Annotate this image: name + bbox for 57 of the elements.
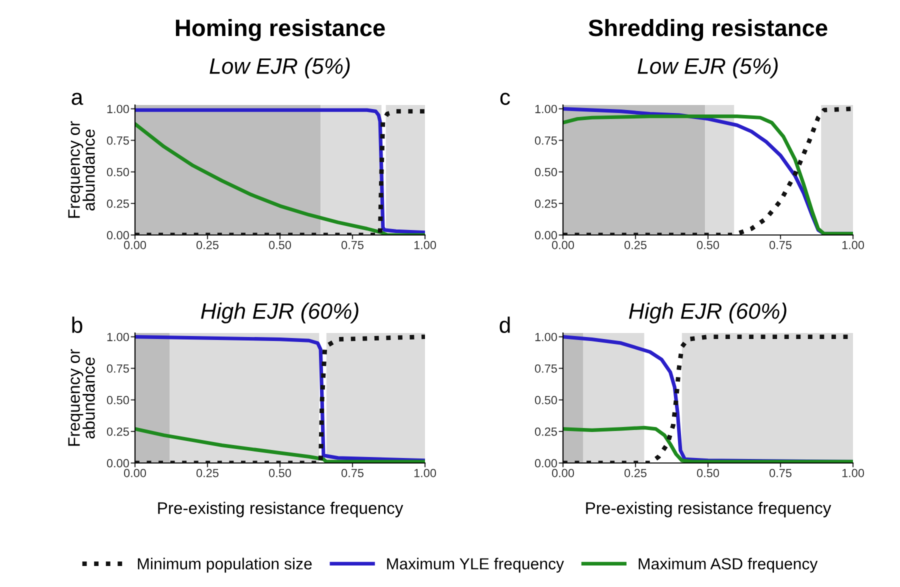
y-tick-label: 1.00 [535, 104, 557, 114]
x-tick-label: 0.50 [268, 240, 292, 250]
y-tick-label: 0.00 [106, 231, 129, 240]
y-tick-label: 0.25 [534, 199, 557, 208]
y-tick-label: 0.00 [534, 459, 557, 468]
x-tick-label: 0.75 [769, 240, 792, 250]
y-tick-label: 0.00 [534, 231, 557, 240]
y-tick-label: 0.75 [106, 136, 129, 145]
y-tick-label: 0.50 [106, 168, 129, 176]
y-tick-label: 0.50 [534, 396, 557, 404]
x-tick-label: 0.00 [552, 240, 574, 250]
y-axis-title: Frequency or abundance [68, 121, 95, 218]
y-tick-label: 1.00 [535, 332, 557, 342]
y-axis-title: Frequency or abundance [68, 349, 95, 446]
legend-label: Minimum population size [138, 558, 312, 573]
legend-label: Maximum ASD frequency [638, 558, 818, 573]
chart-title: High EJR (60%) [629, 302, 786, 324]
x-tick-label: 0.00 [124, 468, 146, 478]
chart-title: Shredding resistance [588, 18, 828, 42]
y-tick-label: 0.50 [534, 168, 557, 176]
x-tick-label: 0.75 [769, 468, 792, 478]
text: a [72, 92, 84, 105]
text: c [500, 92, 510, 105]
chart-title: Homing resistance [176, 18, 385, 42]
text: b [72, 316, 82, 333]
x-tick-label: 0.50 [696, 468, 720, 478]
x-axis-title: Pre-existing resistance frequency [158, 502, 404, 518]
x-axis-title: Pre-existing resistance frequency [586, 502, 832, 518]
x-tick-label: 1.00 [842, 468, 864, 478]
x-tick-label: 1.00 [414, 468, 436, 478]
text: d [500, 316, 510, 333]
x-tick-label: 0.25 [624, 468, 646, 478]
x-tick-label: 0.25 [196, 468, 218, 478]
x-tick-label: 1.00 [842, 240, 864, 250]
y-tick-label: 0.50 [106, 396, 129, 404]
x-tick-label: 0.25 [624, 240, 646, 250]
x-tick-label: 0.75 [341, 468, 364, 478]
y-tick-label: 0.75 [106, 364, 129, 373]
x-tick-label: 0.25 [196, 240, 218, 250]
y-tick-label: 0.75 [534, 364, 557, 373]
chart-subtitle: Low EJR (5%) [638, 58, 778, 78]
x-tick-label: 1.00 [414, 240, 436, 250]
y-tick-label: 0.25 [106, 199, 129, 208]
y-tick-label: 0.25 [106, 427, 129, 436]
legend-label: Maximum YLE frequency [387, 558, 564, 573]
x-tick-label: 0.50 [268, 468, 292, 478]
y-tick-label: 0.25 [534, 427, 557, 436]
chart-subtitle: Low EJR (5%) [210, 58, 350, 78]
x-tick-label: 0.75 [341, 240, 364, 250]
y-tick-label: 0.00 [106, 459, 129, 468]
chart-title: High EJR (60%) [201, 302, 358, 324]
y-tick-label: 1.00 [107, 332, 129, 342]
x-tick-label: 0.00 [124, 240, 146, 250]
y-tick-label: 1.00 [107, 104, 129, 114]
x-tick-label: 0.00 [552, 468, 574, 478]
y-tick-label: 0.75 [534, 136, 557, 145]
x-tick-label: 0.50 [696, 240, 720, 250]
